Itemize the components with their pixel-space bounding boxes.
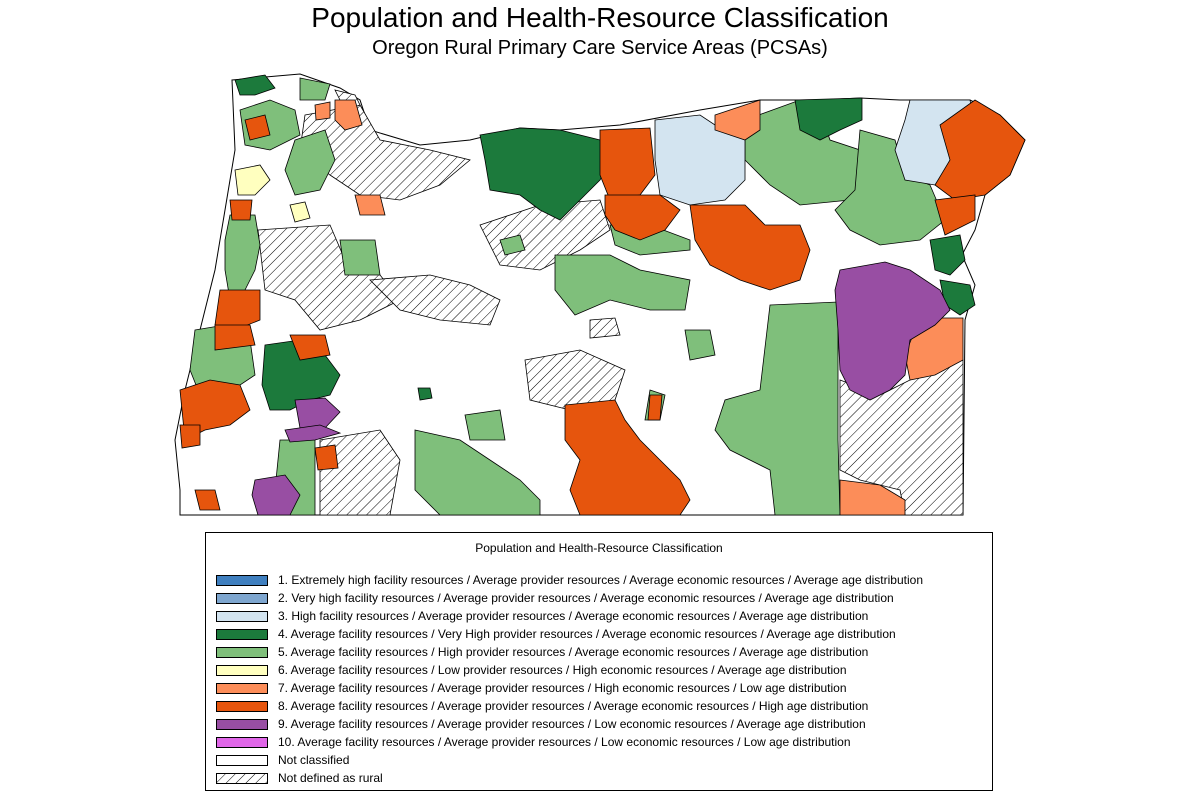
class-4-areas bbox=[234, 74, 976, 411]
legend-swatch-8 bbox=[216, 700, 268, 712]
legend-item-not-classified: Not classified bbox=[216, 751, 349, 769]
legend-label-7: 7. Average facility resources / Average … bbox=[278, 681, 847, 695]
legend-item-1: 1. Extremely high facility resources / A… bbox=[216, 571, 923, 589]
legend-label-not-rural: Not defined as rural bbox=[278, 771, 383, 785]
legend-label-4: 4. Average facility resources / Very Hig… bbox=[278, 627, 896, 641]
legend-title: Population and Health-Resource Classific… bbox=[475, 541, 723, 555]
class-7-areas bbox=[314, 99, 964, 516]
legend-label-2: 2. Very high facility resources / Averag… bbox=[278, 591, 894, 605]
legend-label-8: 8. Average facility resources / Average … bbox=[278, 699, 869, 713]
class-6-areas bbox=[234, 164, 311, 223]
class-8-areas bbox=[179, 99, 1026, 516]
legend-item-not-rural: Not defined as rural bbox=[216, 769, 383, 787]
map-subtitle: Oregon Rural Primary Care Service Areas … bbox=[372, 37, 828, 59]
legend-swatch-7 bbox=[216, 682, 268, 694]
legend-swatch-10 bbox=[216, 736, 268, 748]
legend-item-8: 8. Average facility resources / Average … bbox=[216, 697, 868, 715]
legend-swatch-6 bbox=[216, 664, 268, 676]
legend-item-4: 4. Average facility resources / Very Hig… bbox=[216, 625, 896, 643]
legend-item-3: 3. High facility resources / Average pro… bbox=[216, 607, 868, 625]
legend-item-7: 7. Average facility resources / Average … bbox=[216, 679, 847, 697]
legend-label-5: 5. Average facility resources / High pro… bbox=[278, 645, 869, 659]
legend-swatch-3 bbox=[216, 610, 268, 622]
oregon-map bbox=[174, 73, 1026, 516]
legend-label-10: 10. Average facility resources / Average… bbox=[278, 735, 851, 749]
legend-label-9: 9. Average facility resources / Average … bbox=[278, 717, 866, 731]
legend-item-9: 9. Average facility resources / Average … bbox=[216, 715, 866, 733]
legend-swatch-1 bbox=[216, 574, 268, 586]
legend-swatch-2 bbox=[216, 592, 268, 604]
legend-swatch-4 bbox=[216, 628, 268, 640]
class-9-areas bbox=[251, 261, 951, 516]
legend-item-10: 10. Average facility resources / Average… bbox=[216, 733, 851, 751]
legend-label-6: 6. Average facility resources / Low prov… bbox=[278, 663, 847, 677]
legend-swatch-not-classified bbox=[216, 754, 268, 766]
legend-label-3: 3. High facility resources / Average pro… bbox=[278, 609, 869, 623]
legend-swatch-5 bbox=[216, 646, 268, 658]
not-rural-areas bbox=[257, 89, 964, 516]
legend-item-6: 6. Average facility resources / Low prov… bbox=[216, 661, 847, 679]
legend-item-5: 5. Average facility resources / High pro… bbox=[216, 643, 868, 661]
legend-swatch-not-rural bbox=[216, 772, 268, 784]
legend-swatch-9 bbox=[216, 718, 268, 730]
legend-label-1: 1. Extremely high facility resources / A… bbox=[278, 573, 923, 587]
map-title: Population and Health-Resource Classific… bbox=[311, 2, 889, 33]
legend-item-2: 2. Very high facility resources / Averag… bbox=[216, 589, 894, 607]
legend: Population and Health-Resource Classific… bbox=[205, 532, 993, 791]
legend-label-not-classified: Not classified bbox=[278, 753, 350, 767]
